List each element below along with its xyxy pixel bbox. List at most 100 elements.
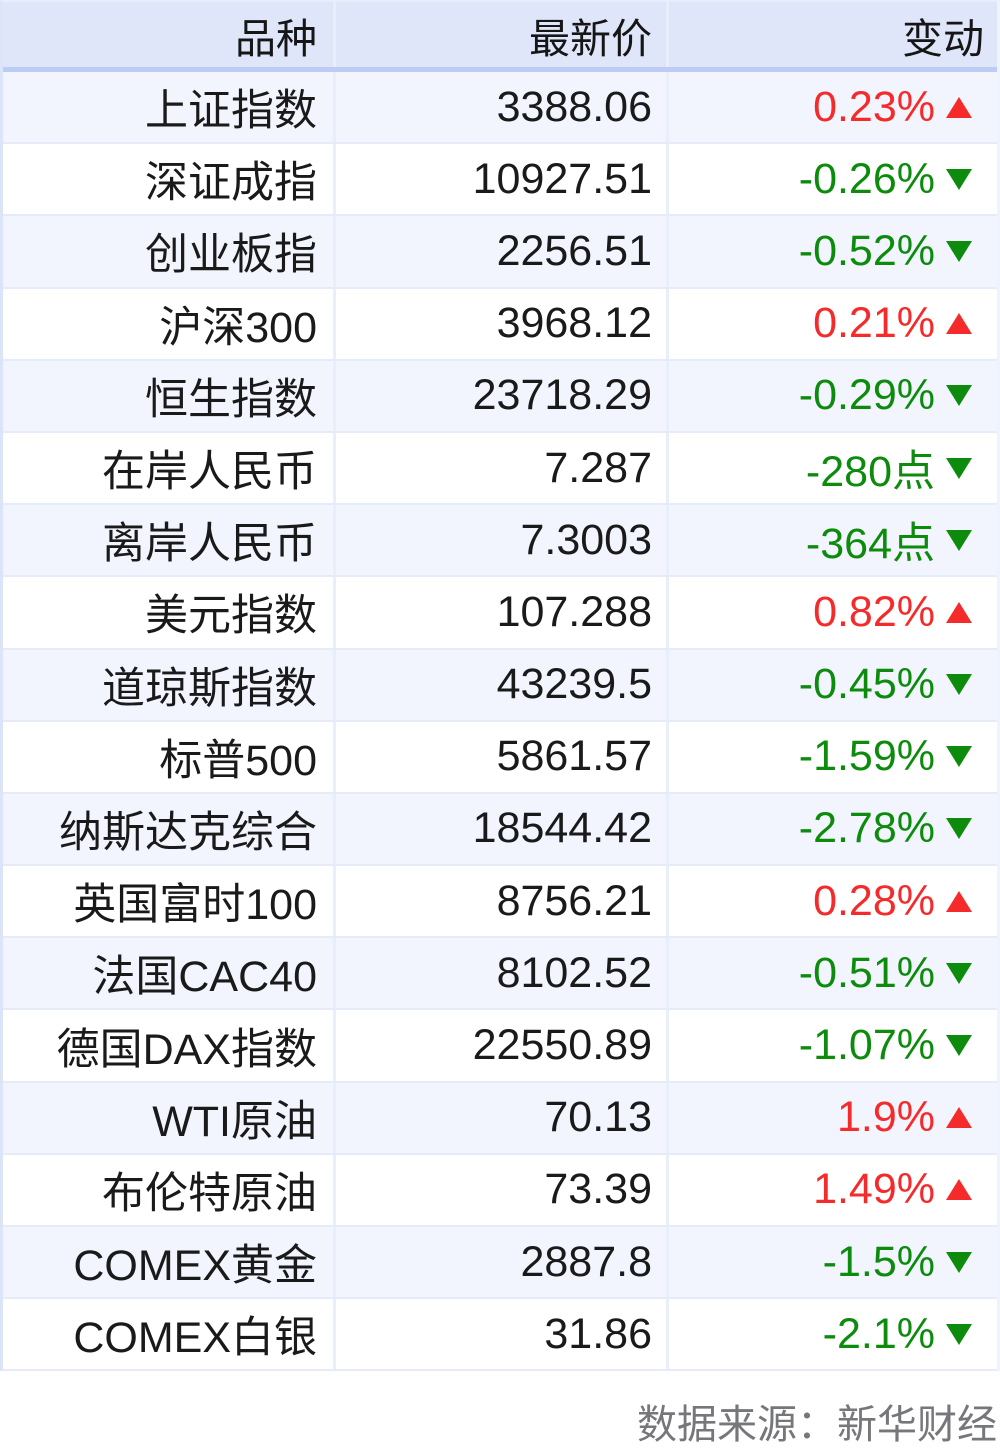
- change-value: 0.21%: [813, 299, 935, 348]
- product-cell: 德国DAX指数: [56, 1025, 317, 1074]
- change-value: -1.07%: [798, 1021, 935, 1070]
- change-value: 0.23%: [813, 82, 935, 131]
- data-source-label: 数据来源：新华财经: [637, 1403, 997, 1447]
- down-triangle-icon: [946, 240, 972, 262]
- footer: 数据来源：新华财经: [637, 1403, 997, 1447]
- table-row: 恒生指数 23718.29 -0.29%: [3, 360, 997, 433]
- down-triangle-icon: [946, 168, 972, 190]
- price-cell: 7.3003: [333, 505, 666, 576]
- change-cell: 1.9%: [666, 1082, 997, 1153]
- change-cell: -0.51%: [666, 938, 997, 1009]
- product-cell: 沪深300: [159, 303, 317, 352]
- change-value: -0.45%: [798, 660, 935, 709]
- down-triangle-icon: [946, 962, 972, 984]
- price-cell: 8102.52: [333, 938, 666, 1009]
- price-cell: 8756.21: [333, 866, 666, 937]
- change-cell: 0.28%: [666, 866, 997, 937]
- change-value: -0.26%: [798, 154, 935, 203]
- table-row: 离岸人民币 7.3003 -364点: [3, 505, 997, 578]
- change-value: -280点: [805, 448, 935, 497]
- change-cell: -0.26%: [666, 144, 997, 215]
- change-cell: -0.52%: [666, 216, 997, 287]
- product-cell: 美元指数: [145, 592, 317, 641]
- price-cell: 3968.12: [333, 288, 666, 359]
- down-triangle-icon: [946, 818, 972, 840]
- market-table: 品种 最新价 变动 上证指数 3388.06 0.23% 深证成指 10927.51 -0…: [0, 0, 1000, 1372]
- change-value: -2.78%: [798, 804, 935, 853]
- product-cell: 离岸人民币: [102, 520, 317, 569]
- up-triangle-icon: [946, 313, 972, 335]
- price-cell: 23718.29: [333, 360, 666, 431]
- change-cell: 0.21%: [666, 288, 997, 359]
- product-cell: 上证指数: [145, 87, 317, 136]
- price-cell: 7.287: [333, 432, 666, 504]
- up-triangle-icon: [946, 1179, 972, 1201]
- price-cell: 43239.5: [333, 649, 666, 720]
- table-row: 道琼斯指数 43239.5 -0.45%: [3, 649, 997, 722]
- table-row: 沪深300 3968.12 0.21%: [3, 288, 997, 361]
- down-triangle-icon: [946, 385, 972, 407]
- change-cell: -2.1%: [666, 1299, 997, 1370]
- product-cell: COMEX黄金: [73, 1242, 317, 1291]
- table-row: 深证成指 10927.51 -0.26%: [3, 144, 997, 217]
- table-row: WTI原油 70.13 1.9%: [3, 1082, 997, 1155]
- product-cell: 纳斯达克综合: [59, 808, 317, 857]
- up-triangle-icon: [946, 890, 972, 912]
- header-product: 品种: [235, 15, 317, 62]
- change-value: -0.51%: [798, 948, 935, 997]
- table-row: 在岸人民币 7.287 -280点: [3, 432, 997, 506]
- price-cell: 31.86: [333, 1299, 666, 1370]
- down-triangle-icon: [946, 457, 972, 479]
- price-cell: 107.288: [333, 577, 666, 648]
- change-cell: -0.45%: [666, 649, 997, 720]
- down-triangle-icon: [946, 1323, 972, 1345]
- product-cell: COMEX白银: [73, 1314, 317, 1363]
- table-header-row: 品种 最新价 变动: [3, 2, 997, 72]
- down-triangle-icon: [946, 1251, 972, 1273]
- down-triangle-icon: [946, 746, 972, 768]
- change-cell: -1.5%: [666, 1227, 997, 1298]
- table-row: 英国富时100 8756.21 0.28%: [3, 866, 997, 939]
- product-cell: 在岸人民币: [102, 448, 317, 497]
- price-cell: 22550.89: [333, 1010, 666, 1081]
- table-row: 纳斯达克综合 18544.42 -2.78%: [3, 793, 997, 867]
- up-triangle-icon: [946, 601, 972, 623]
- change-value: -1.59%: [798, 732, 935, 781]
- price-cell: 2887.8: [333, 1227, 666, 1298]
- product-cell: 布伦特原油: [102, 1169, 317, 1218]
- product-cell: 标普500: [159, 736, 317, 785]
- change-cell: -280点: [666, 432, 997, 504]
- change-value: -0.52%: [798, 226, 935, 275]
- product-cell: 创业板指: [145, 231, 317, 280]
- down-triangle-icon: [946, 529, 972, 551]
- table-row: 德国DAX指数 22550.89 -1.07%: [3, 1010, 997, 1083]
- header-change: 变动: [666, 2, 997, 67]
- product-cell: 深证成指: [145, 159, 317, 208]
- table-row: COMEX白银 31.86 -2.1%: [3, 1299, 997, 1372]
- change-value: -364点: [805, 520, 935, 569]
- up-triangle-icon: [946, 1107, 972, 1129]
- change-cell: -0.29%: [666, 360, 997, 431]
- price-cell: 73.39: [333, 1154, 666, 1225]
- product-cell: WTI原油: [152, 1097, 317, 1146]
- table-row: 布伦特原油 73.39 1.49%: [3, 1154, 997, 1227]
- table-row: COMEX黄金 2887.8 -1.5%: [3, 1227, 997, 1300]
- up-triangle-icon: [946, 96, 972, 118]
- table-row: 创业板指 2256.51 -0.52%: [3, 216, 997, 289]
- change-value: -0.29%: [798, 371, 935, 420]
- product-cell: 英国富时100: [73, 881, 317, 930]
- product-cell: 道琼斯指数: [102, 664, 317, 713]
- table-row: 美元指数 107.288 0.82%: [3, 577, 997, 650]
- price-cell: 70.13: [333, 1082, 666, 1153]
- table-row: 上证指数 3388.06 0.23%: [3, 72, 997, 145]
- change-value: 1.49%: [813, 1165, 935, 1214]
- change-cell: -2.78%: [666, 793, 997, 865]
- product-cell: 恒生指数: [145, 375, 317, 424]
- price-cell: 3388.06: [333, 72, 666, 143]
- change-value: 0.28%: [813, 876, 935, 925]
- down-triangle-icon: [946, 1035, 972, 1057]
- change-value: -1.5%: [822, 1237, 935, 1286]
- change-cell: -364点: [666, 505, 997, 576]
- change-value: 0.82%: [813, 587, 935, 636]
